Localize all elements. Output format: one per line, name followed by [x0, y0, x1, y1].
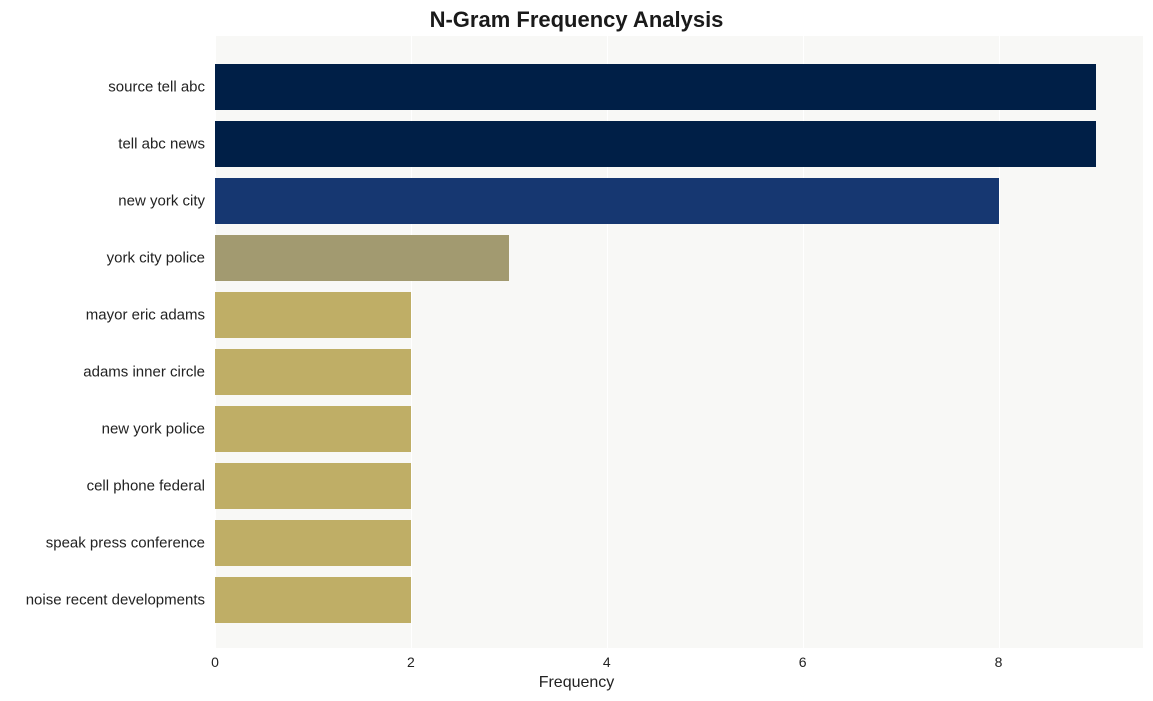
- x-tick-label: 6: [799, 654, 807, 670]
- y-tick-label: mayor eric adams: [86, 307, 205, 324]
- bar: [215, 292, 411, 338]
- bar: [215, 577, 411, 623]
- y-tick-label: new york police: [102, 421, 205, 438]
- bar: [215, 235, 509, 281]
- y-tick-label: york city police: [107, 250, 205, 267]
- bar: [215, 406, 411, 452]
- x-tick-label: 2: [407, 654, 415, 670]
- y-tick-label: new york city: [118, 193, 205, 210]
- x-tick-label: 8: [995, 654, 1003, 670]
- bar: [215, 178, 999, 224]
- y-tick-label: speak press conference: [46, 535, 205, 552]
- ngram-chart: N-Gram Frequency Analysis Frequency 0 2 4 6…: [0, 0, 1153, 701]
- chart-title: N-Gram Frequency Analysis: [0, 7, 1153, 33]
- bar: [215, 121, 1096, 167]
- bar: [215, 349, 411, 395]
- bar: [215, 463, 411, 509]
- x-tick-label: 4: [603, 654, 611, 670]
- plot-area: [215, 36, 1143, 648]
- y-tick-label: adams inner circle: [83, 364, 205, 381]
- x-tick-label: 0: [211, 654, 219, 670]
- y-tick-label: cell phone federal: [87, 478, 205, 495]
- y-tick-label: source tell abc: [108, 79, 205, 96]
- y-tick-label: tell abc news: [118, 136, 205, 153]
- x-axis-label: Frequency: [0, 674, 1153, 692]
- bar: [215, 64, 1096, 110]
- y-tick-label: noise recent developments: [26, 592, 205, 609]
- bar: [215, 520, 411, 566]
